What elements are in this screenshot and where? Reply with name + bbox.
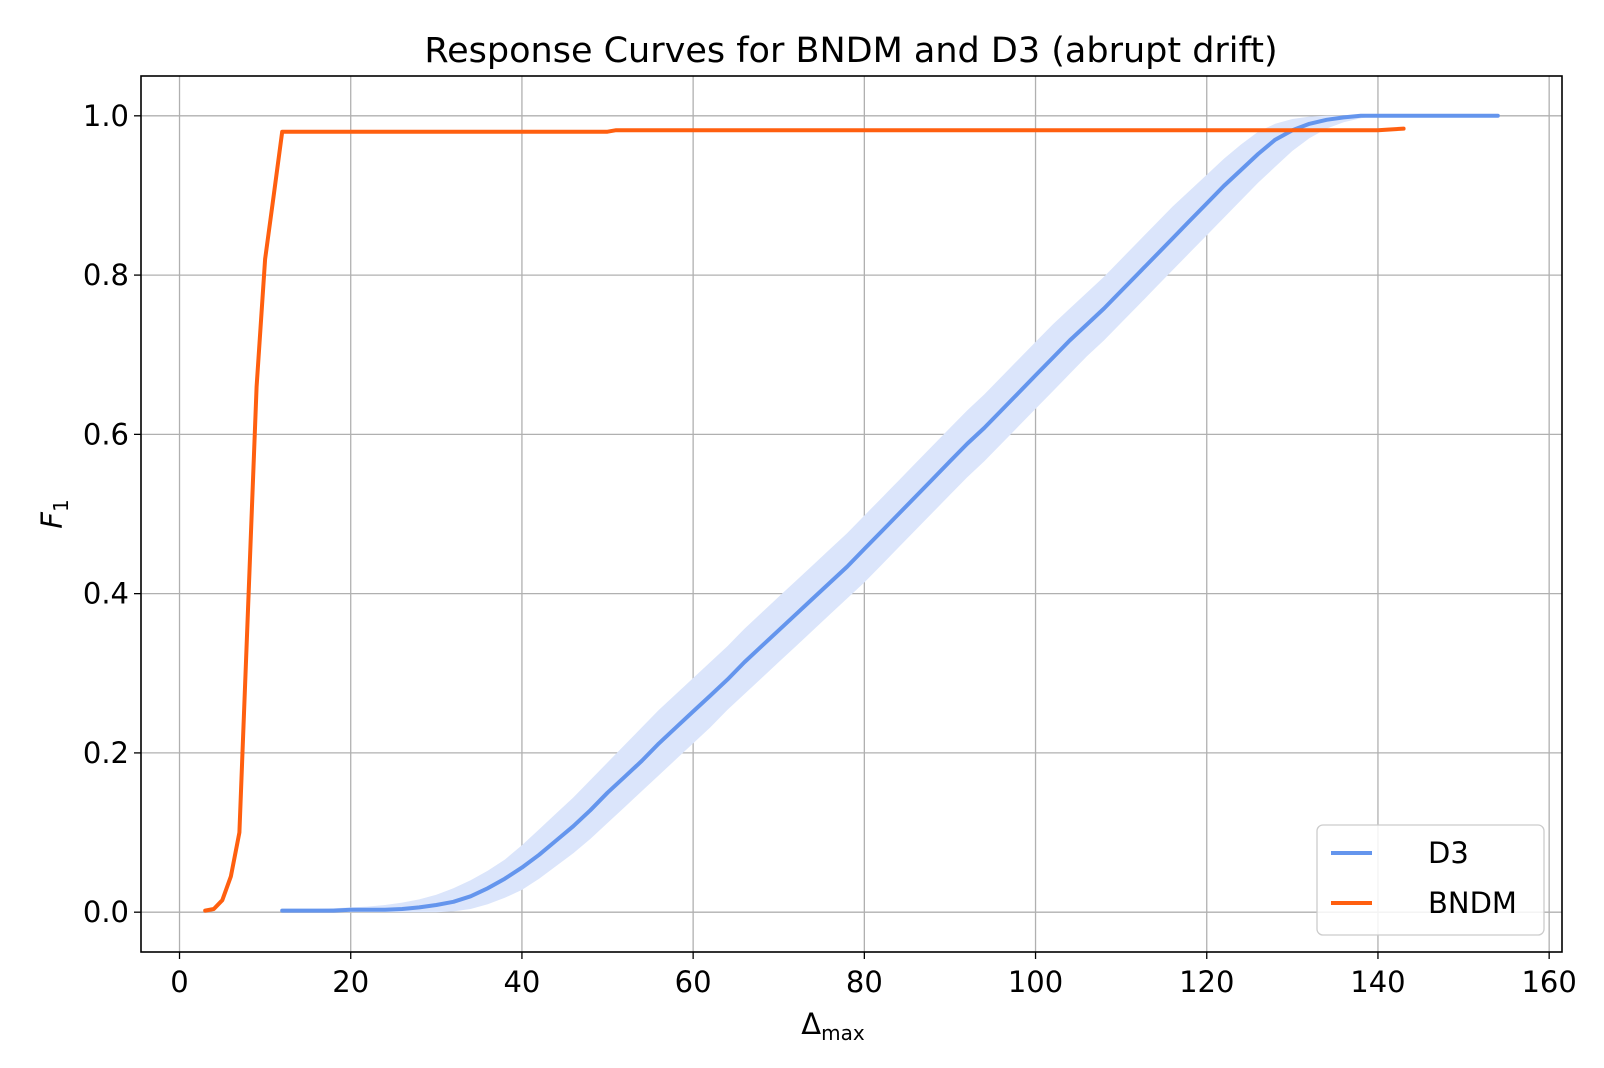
series-layer (203, 113, 1500, 913)
y-axis-label-main: F (35, 511, 69, 529)
y-tick-label: 0.6 (83, 417, 129, 451)
y-axis-label-subscript: 1 (49, 499, 73, 512)
legend-label-bndm: BNDM (1428, 886, 1517, 920)
x-tick-label: 140 (1350, 965, 1405, 999)
x-axis-label-main: Δ (801, 1007, 821, 1041)
y-axis-label: F1 (35, 499, 73, 528)
x-tick-label: 100 (1008, 965, 1063, 999)
series-band-d3 (282, 115, 1498, 913)
x-tick-label: 160 (1521, 965, 1576, 999)
x-tick-label: 60 (675, 965, 712, 999)
legend-label-d3: D3 (1428, 836, 1469, 870)
y-tick-label: 0.2 (83, 736, 129, 770)
legend: D3 BNDM (1316, 824, 1545, 936)
x-tick-label: 20 (332, 965, 369, 999)
y-tick-label: 0.8 (83, 258, 129, 292)
confidence-band-layer (282, 115, 1498, 913)
plot-frame (140, 75, 1563, 953)
y-tick-label: 0.4 (83, 577, 129, 611)
x-axis-label-subscript: max (821, 1021, 865, 1045)
legend-box (1316, 824, 1545, 936)
chart-title: Response Curves for BNDM and D3 (abrupt … (424, 31, 1277, 71)
x-tick-label: 40 (503, 965, 540, 999)
y-tick-label: 0.0 (83, 895, 129, 929)
x-tick-label: 120 (1179, 965, 1234, 999)
x-axis-label: Δmax (801, 1007, 865, 1045)
x-tick-label: 0 (170, 965, 188, 999)
y-tick-label: 1.0 (83, 99, 129, 133)
series-line-bndm (203, 126, 1406, 913)
x-tick-label: 80 (846, 965, 883, 999)
axis-ticks: 0 20 40 60 80 100 120 140 160 0.0 0.2 0.4 0.6 0.8 1.0 (83, 99, 1577, 999)
